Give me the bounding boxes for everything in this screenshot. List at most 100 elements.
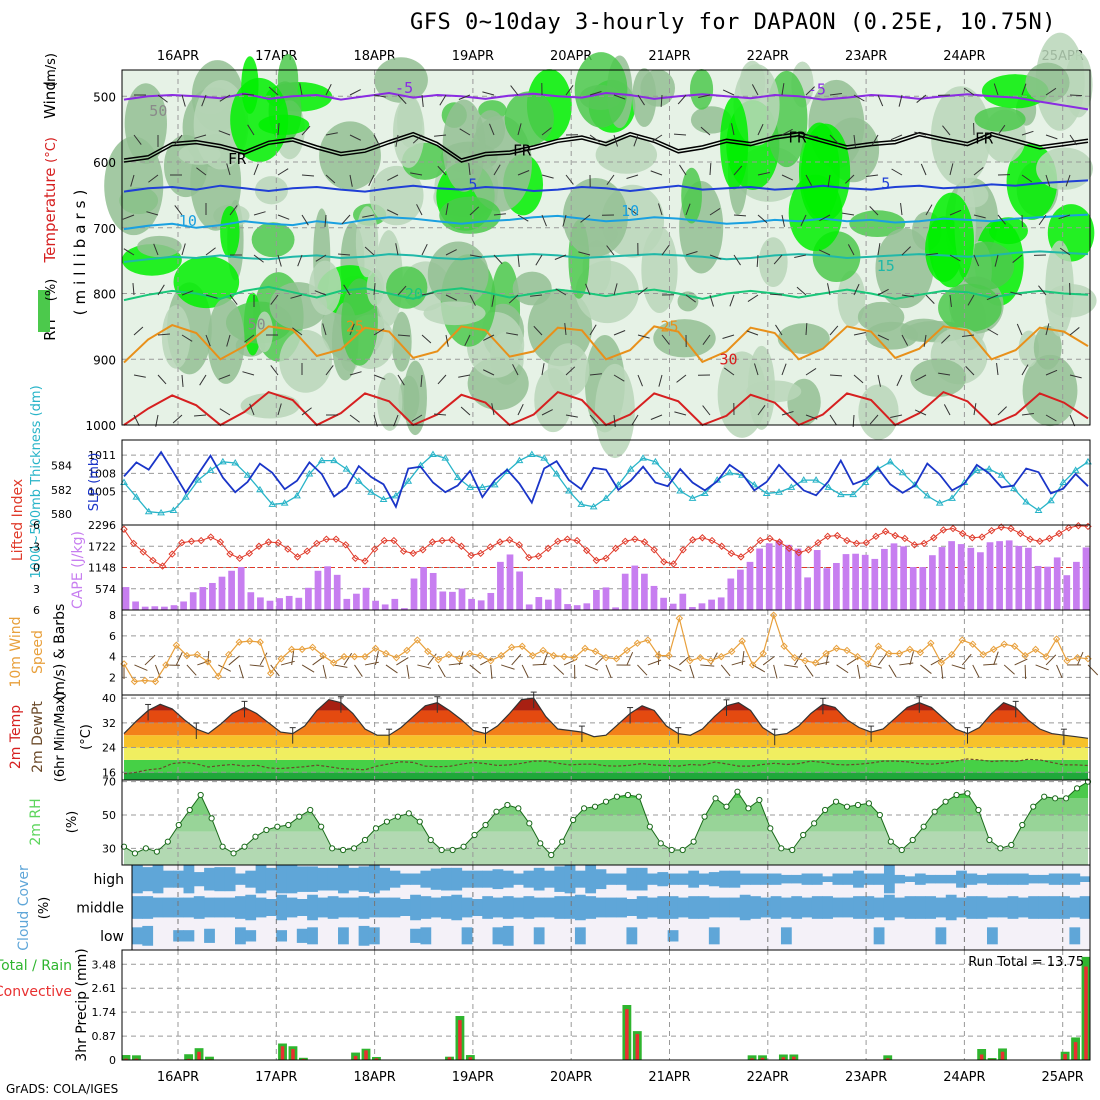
cape-bar bbox=[881, 548, 888, 610]
wind-barb bbox=[181, 334, 193, 342]
rh-shading-patch bbox=[104, 136, 164, 236]
cape-bar bbox=[842, 554, 850, 610]
wind-barb bbox=[679, 164, 687, 176]
wind-barb bbox=[122, 214, 135, 220]
contour-label: 10 bbox=[621, 202, 639, 220]
rh-marker bbox=[471, 831, 478, 839]
wind-speed-marker bbox=[445, 650, 453, 659]
rh-marker bbox=[745, 805, 752, 812]
surface-wind-barb bbox=[343, 652, 353, 666]
cape-bar bbox=[333, 574, 341, 610]
cape-bar bbox=[381, 604, 389, 610]
thickness-marker bbox=[1034, 506, 1043, 513]
surface-wind-barb bbox=[175, 652, 183, 666]
pressure-tick-label: 700 bbox=[93, 222, 116, 236]
cloud-cell bbox=[853, 896, 864, 919]
wind-barb bbox=[565, 84, 574, 96]
cloud-cell bbox=[410, 928, 421, 943]
li-marker bbox=[727, 549, 736, 558]
wind-barb bbox=[818, 249, 831, 256]
surface-wind-barb bbox=[731, 660, 746, 666]
wind-barb bbox=[580, 214, 591, 223]
surface-wind-barb bbox=[1035, 664, 1049, 671]
cape-bar bbox=[564, 604, 571, 610]
cloud-cell bbox=[986, 927, 998, 945]
cape-bar bbox=[660, 597, 667, 610]
cloud-cell bbox=[492, 897, 504, 918]
cloud-cell bbox=[554, 866, 566, 892]
thickness-marker bbox=[700, 489, 709, 496]
cloud-cell bbox=[152, 865, 164, 894]
wind-speed-marker bbox=[1052, 635, 1061, 643]
wind-barb bbox=[218, 130, 231, 136]
rh-shading-patch bbox=[575, 260, 639, 324]
cloud-cell bbox=[296, 928, 308, 943]
surface-wind-barb bbox=[836, 664, 849, 674]
wind-speed-marker bbox=[130, 677, 139, 686]
wind-barb bbox=[751, 84, 759, 96]
li-marker bbox=[689, 536, 697, 544]
thickness-marker bbox=[1009, 484, 1018, 492]
wind-speed-marker bbox=[507, 643, 516, 652]
wind-barb bbox=[1069, 327, 1080, 336]
wind-barb bbox=[973, 167, 984, 176]
cloud-cell bbox=[605, 897, 617, 918]
cloud-cell bbox=[760, 897, 772, 918]
li-marker bbox=[370, 545, 379, 553]
cape-bar bbox=[794, 548, 802, 610]
cloud-cell bbox=[1079, 876, 1091, 882]
wind-barb bbox=[172, 414, 183, 424]
cape-bar bbox=[1073, 561, 1080, 610]
cape-bar bbox=[900, 546, 907, 610]
cloud-cell bbox=[729, 897, 741, 918]
wind-speed-marker bbox=[874, 642, 883, 650]
wind-barb bbox=[997, 214, 1006, 225]
dewpoint-line bbox=[123, 758, 1089, 775]
wind-barb bbox=[589, 134, 601, 143]
wind-barb bbox=[993, 83, 999, 96]
wind-speed-marker bbox=[633, 639, 642, 647]
precip-convective-bar bbox=[1084, 966, 1088, 1060]
cloud-cell bbox=[420, 870, 432, 888]
cloud-cell bbox=[986, 873, 998, 885]
cloud-cell bbox=[389, 870, 401, 888]
rh-shading-patch bbox=[1025, 62, 1070, 103]
wind-barb bbox=[637, 287, 648, 296]
cloud-row-label-high: high bbox=[93, 872, 124, 888]
cloud-cell bbox=[224, 897, 236, 918]
isotherm-freezing-line bbox=[123, 134, 1089, 163]
wind-barb bbox=[157, 94, 168, 103]
wind-barb bbox=[322, 323, 327, 336]
cloud-cell bbox=[338, 927, 349, 945]
cape-bar bbox=[938, 547, 946, 610]
li-marker bbox=[737, 553, 745, 561]
wind-speed-marker bbox=[214, 672, 223, 681]
li-marker bbox=[409, 549, 417, 558]
cloud-cell bbox=[801, 897, 813, 918]
wind-barb bbox=[781, 83, 785, 96]
wind-barb bbox=[491, 294, 495, 307]
cape-bar bbox=[132, 601, 139, 610]
cape-bar bbox=[583, 603, 591, 610]
wind-speed-marker bbox=[193, 650, 202, 659]
cape-bar bbox=[1015, 545, 1023, 610]
thickness-marker bbox=[231, 459, 240, 466]
cloud-cell bbox=[379, 897, 391, 918]
surface-wind-barb bbox=[364, 661, 379, 666]
cloud-cell bbox=[245, 894, 257, 921]
temp-line bbox=[123, 697, 1089, 739]
wind-speed-marker bbox=[287, 645, 296, 654]
rh-marker bbox=[416, 818, 423, 825]
rh-marker bbox=[548, 851, 555, 859]
thickness-line bbox=[123, 453, 1089, 514]
rh-shading-patch bbox=[865, 321, 918, 350]
surface-wind-barb bbox=[1087, 664, 1099, 676]
wind-barb bbox=[439, 94, 447, 106]
wind-barb bbox=[877, 374, 881, 387]
wind-barb bbox=[349, 174, 353, 187]
surface-wind-barb bbox=[784, 664, 799, 668]
bottom-date-label: 18APR bbox=[353, 1070, 395, 1085]
cloud-cell bbox=[214, 867, 226, 892]
cloud-cell bbox=[791, 896, 803, 919]
li-marker bbox=[910, 541, 919, 549]
